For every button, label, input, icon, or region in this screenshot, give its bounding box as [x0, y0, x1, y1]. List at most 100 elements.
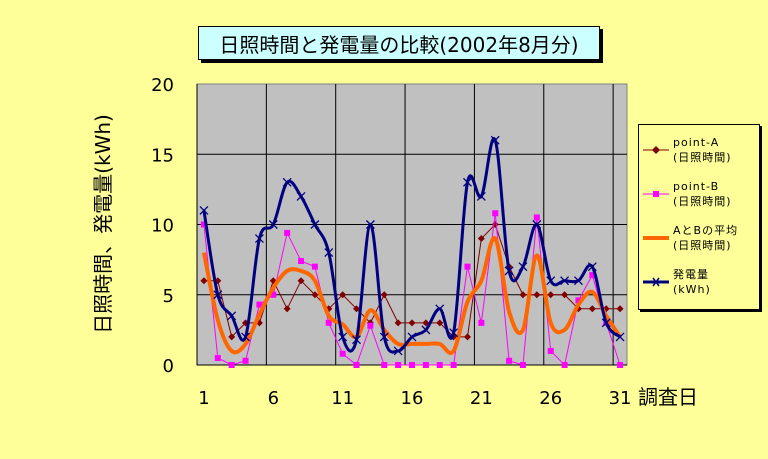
data-point — [393, 346, 403, 356]
data-point — [490, 135, 500, 145]
data-point — [560, 276, 570, 286]
data-point — [214, 354, 221, 361]
data-point — [339, 291, 347, 299]
data-point — [422, 362, 429, 368]
series-average — [201, 236, 622, 355]
data-point — [616, 305, 624, 313]
series-line-average — [201, 236, 622, 355]
series-layer — [199, 135, 625, 368]
legend-swatch-average — [643, 236, 669, 240]
data-point — [477, 235, 485, 243]
data-point — [395, 362, 402, 368]
data-point — [268, 220, 278, 229]
data-point — [228, 362, 235, 368]
data-point — [325, 319, 332, 326]
y-tick-label: 10 — [151, 216, 174, 237]
chart-title: 日照時間と発電量の比較(2002年8月分) — [198, 26, 600, 60]
data-point — [338, 332, 348, 342]
data-point — [421, 325, 431, 335]
x-tick-label: 6 — [268, 388, 279, 409]
legend-swatch-generation — [643, 277, 669, 287]
legend-swatch-point-b — [643, 191, 669, 197]
y-tick-label: 0 — [163, 356, 174, 377]
data-point — [270, 291, 277, 298]
data-point — [311, 291, 319, 299]
x-tick-label: 11 — [331, 388, 354, 409]
data-point — [324, 248, 334, 258]
data-point — [227, 311, 237, 321]
data-point — [241, 332, 251, 342]
data-point — [561, 291, 569, 299]
data-point — [492, 210, 499, 217]
data-point — [242, 357, 249, 364]
data-point — [533, 291, 541, 299]
legend-item-generation: 発電量 (kWh) — [639, 265, 759, 305]
data-point — [478, 319, 485, 326]
x-tick-label: 1 — [198, 388, 209, 409]
legend-sublabel: (kWh) — [673, 283, 711, 296]
legend-item-point-b: point-B (日照時間) — [639, 177, 759, 217]
data-point — [310, 220, 320, 229]
data-point — [394, 319, 402, 327]
data-point — [200, 277, 208, 285]
x-tick-labels: 1 6 11 16 21 26 31 — [198, 388, 631, 409]
x-tick-label: 31 — [609, 388, 632, 409]
legend-sublabel: (日照時間) — [673, 151, 732, 164]
y-tick-label: 20 — [151, 75, 174, 96]
data-point — [547, 347, 554, 354]
legend-label: point-A — [673, 136, 720, 149]
data-point — [436, 319, 444, 327]
legend-sublabel: (日照時間) — [673, 239, 732, 252]
y-tick-label: 15 — [151, 145, 174, 166]
data-point — [601, 318, 611, 328]
data-point — [449, 328, 459, 338]
data-point — [573, 276, 583, 286]
legend-swatch-point-a — [643, 146, 669, 154]
data-point — [532, 220, 542, 229]
data-point — [311, 263, 318, 270]
data-point — [506, 357, 513, 364]
data-point — [588, 305, 596, 313]
legend-label: AとBの平均 — [673, 224, 739, 237]
data-point — [283, 305, 291, 313]
legend-sublabel: (日照時間) — [673, 195, 732, 208]
data-point — [533, 214, 540, 221]
data-point — [213, 290, 223, 300]
data-point — [379, 332, 389, 342]
data-point — [450, 362, 457, 368]
data-point — [561, 362, 568, 368]
data-point — [463, 177, 472, 187]
data-point — [408, 319, 416, 327]
data-point — [199, 205, 209, 215]
data-point — [436, 362, 443, 368]
data-point — [353, 305, 361, 313]
data-point — [228, 333, 236, 341]
data-point — [353, 362, 360, 368]
data-point — [435, 304, 445, 314]
data-point — [589, 272, 596, 279]
data-point — [365, 220, 375, 229]
data-point — [519, 362, 526, 368]
y-axis-label: 日照時間、発電量(kWh) — [91, 114, 115, 334]
data-point — [504, 266, 514, 276]
data-point — [352, 335, 361, 345]
data-point — [282, 177, 292, 187]
data-point — [547, 291, 555, 299]
data-point — [464, 263, 471, 270]
x-tick-label: 21 — [470, 388, 493, 409]
legend-label: 発電量 — [673, 268, 709, 281]
data-point — [339, 350, 346, 357]
data-point — [380, 291, 388, 299]
legend-label: point-B — [673, 180, 720, 193]
y-tick-labels: 0 5 10 15 20 — [151, 75, 174, 377]
data-point — [617, 362, 624, 368]
data-point — [575, 297, 582, 304]
series-generation — [199, 135, 625, 356]
data-point — [463, 333, 471, 341]
legend: point-A (日照時間) point-B (日照時間) AとBの平均 (日照時間)… — [638, 124, 760, 310]
x-tick-label: 26 — [539, 388, 562, 409]
data-point — [298, 258, 305, 265]
data-point — [254, 234, 264, 244]
data-point — [546, 276, 556, 286]
